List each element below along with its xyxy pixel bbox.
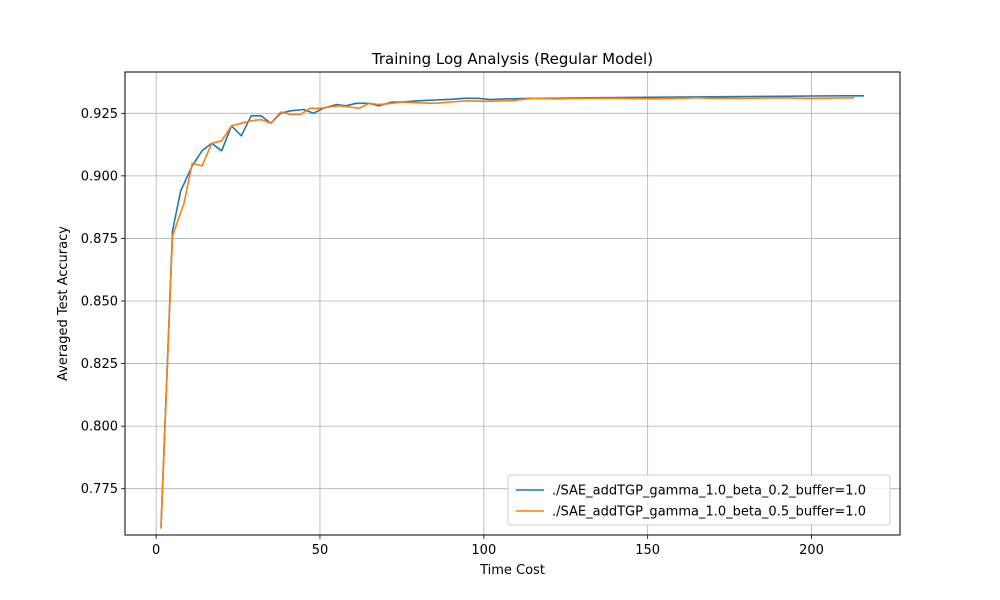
x-tick-label: 150 <box>635 543 660 558</box>
legend-label: ./SAE_addTGP_gamma_1.0_beta_0.2_buffer=1… <box>552 484 866 499</box>
axis-ticks: 0 50 100 150 200 0.775 0.800 0.825 0.850 0.875 0.9… <box>81 107 824 558</box>
x-tick-label: 200 <box>799 543 824 558</box>
legend-label: ./SAE_addTGP_gamma_1.0_beta_0.5_buffer=1… <box>552 505 866 520</box>
legend: ./SAE_addTGP_gamma_1.0_beta_0.2_buffer=1… <box>507 474 891 526</box>
y-axis-label: Averaged Test Accuracy <box>56 226 71 381</box>
y-tick-label: 0.800 <box>81 420 118 435</box>
x-tick-label: 50 <box>312 543 329 558</box>
x-tick-label: 0 <box>152 543 160 558</box>
y-tick-label: 0.875 <box>81 232 118 247</box>
y-tick-label: 0.925 <box>81 107 118 122</box>
plot-frame <box>124 71 901 536</box>
series-line-2 <box>160 97 855 529</box>
x-tick-label: 100 <box>471 543 496 558</box>
y-tick-label: 0.850 <box>81 294 118 309</box>
chart-title: Training Log Analysis (Regular Model) <box>371 50 653 68</box>
grid-lines <box>125 72 900 535</box>
series-line-1 <box>160 95 864 527</box>
series-layer <box>160 95 864 529</box>
legend-box <box>507 474 891 526</box>
y-tick-label: 0.900 <box>81 169 118 184</box>
y-tick-label: 0.825 <box>81 357 118 372</box>
y-tick-label: 0.775 <box>81 482 118 497</box>
x-axis-label: Time Cost <box>479 563 545 578</box>
